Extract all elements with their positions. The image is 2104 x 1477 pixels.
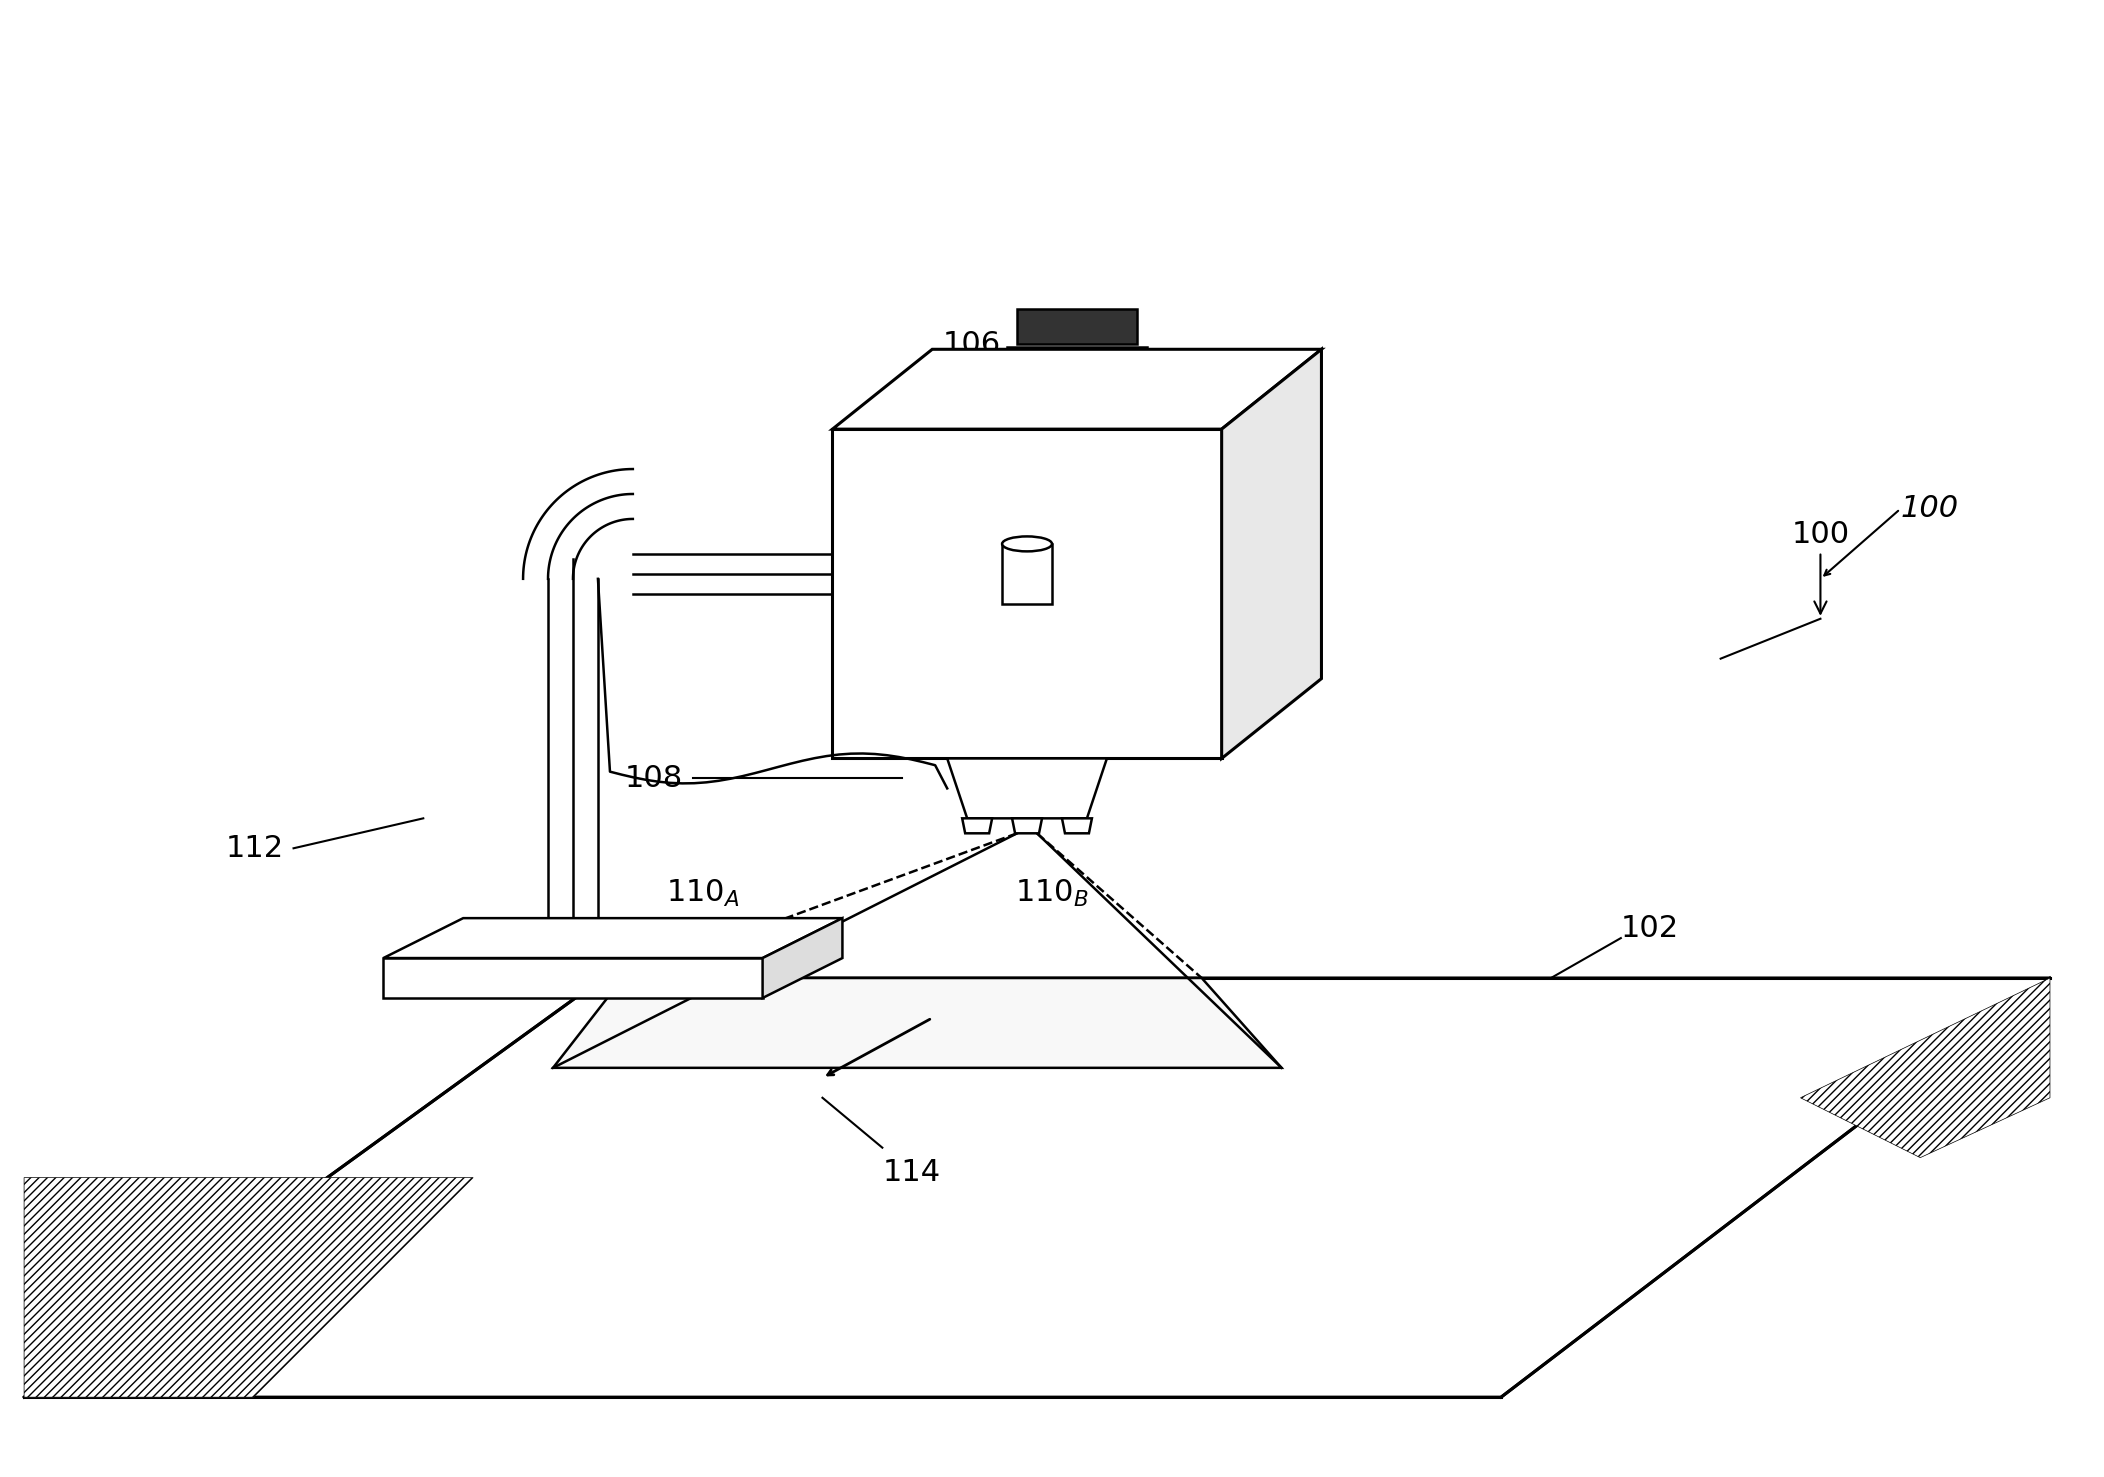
Polygon shape (383, 919, 842, 959)
Text: 100: 100 (1900, 495, 1959, 523)
Text: 104: 104 (1252, 564, 1309, 594)
Polygon shape (1016, 309, 1136, 344)
Polygon shape (412, 919, 812, 959)
Polygon shape (947, 759, 1107, 818)
Polygon shape (23, 1177, 473, 1397)
Polygon shape (762, 919, 842, 998)
Polygon shape (553, 978, 1281, 1068)
Polygon shape (833, 430, 1222, 759)
Text: 110$_A$: 110$_A$ (665, 879, 739, 910)
Text: 110$_B$: 110$_B$ (1014, 879, 1090, 910)
Polygon shape (1222, 349, 1321, 759)
Ellipse shape (1002, 536, 1052, 551)
Text: 112: 112 (225, 835, 284, 863)
Polygon shape (1012, 818, 1041, 833)
Polygon shape (1002, 544, 1052, 604)
Polygon shape (1801, 978, 2049, 1158)
Polygon shape (23, 978, 2049, 1397)
Text: 100: 100 (1791, 520, 1849, 613)
Text: 106: 106 (943, 331, 1002, 359)
Text: 114: 114 (882, 1158, 940, 1186)
Text: 108: 108 (625, 764, 684, 793)
Text: 102: 102 (1620, 914, 1679, 942)
Polygon shape (833, 349, 1321, 430)
Polygon shape (1063, 818, 1092, 833)
Polygon shape (962, 818, 993, 833)
Polygon shape (383, 959, 762, 998)
